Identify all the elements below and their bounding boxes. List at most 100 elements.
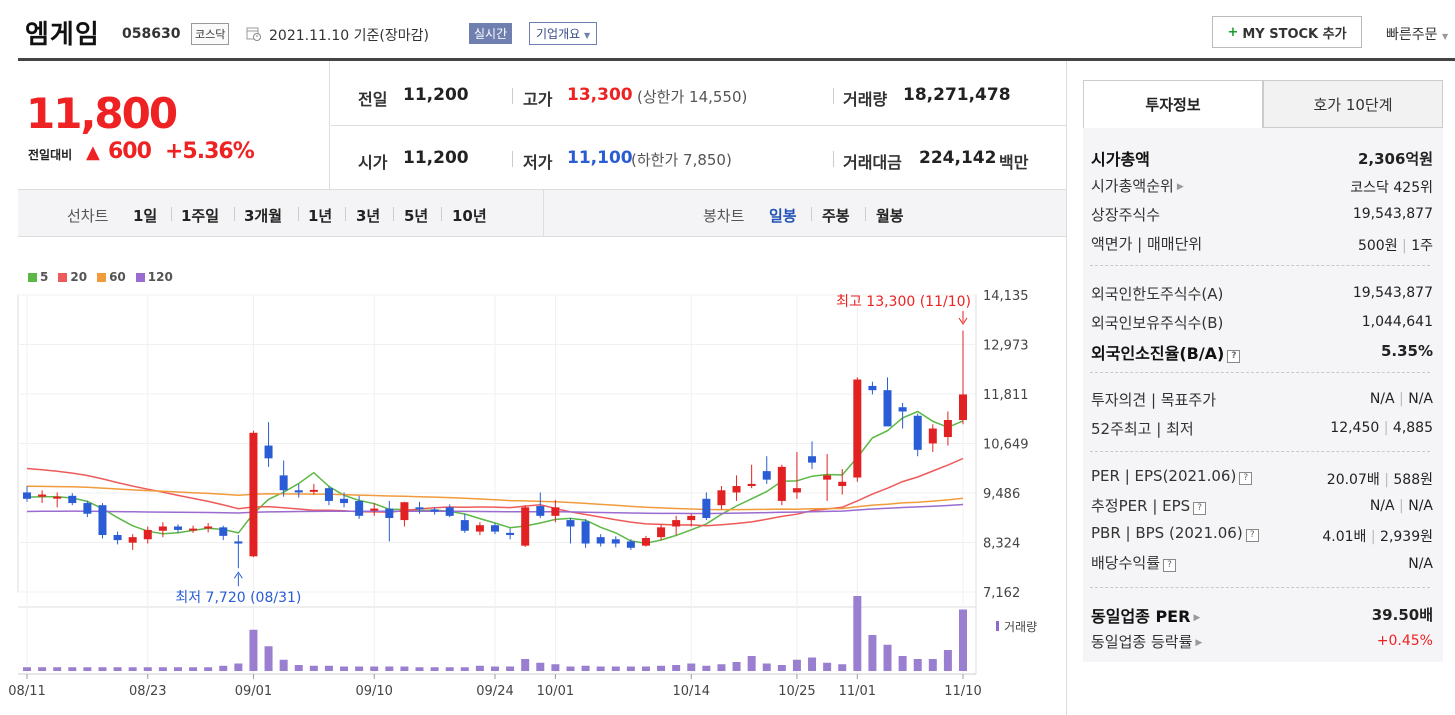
period-1d[interactable]: 1일 [133, 207, 158, 225]
min-arrow-head [233, 571, 243, 579]
divider [1090, 372, 1430, 373]
x-tick-label: 09/01 [235, 684, 272, 699]
candle-body [551, 507, 560, 516]
volume-bar [38, 667, 47, 671]
quick-order-button[interactable]: 빠른주문 ▼ [1386, 24, 1448, 44]
candle-body [883, 390, 892, 427]
foreign-ratio-help[interactable]: 외국인소진율(B/A)? [1091, 340, 1241, 364]
volume-bar [173, 667, 182, 671]
current-price: 11,800 [26, 89, 178, 138]
candle-daily[interactable]: 일봉 [769, 207, 797, 225]
eps: 588원 [1393, 472, 1433, 488]
volume-bar [536, 662, 545, 671]
company-overview-button[interactable]: 기업개요 ▼ [529, 22, 598, 45]
par-value-label: 액면가 | 매매단위 [1091, 235, 1203, 253]
candle-body [687, 515, 696, 521]
help-icon: ? [1239, 472, 1253, 485]
candle-body [385, 508, 394, 518]
help-icon: ? [1227, 350, 1241, 363]
quick-order-label: 빠른주문 [1386, 27, 1438, 43]
candle-body [445, 507, 454, 516]
candle-body [838, 481, 847, 487]
candle-body [913, 415, 922, 450]
dividend-help[interactable]: 배당수익률? [1091, 552, 1177, 573]
volume-bar [324, 665, 333, 671]
legend-label: 5 [40, 270, 49, 284]
volume-bar [521, 659, 530, 671]
period-1w[interactable]: 1주일 [181, 207, 220, 225]
candle-body [672, 520, 681, 527]
volume-bar [777, 665, 786, 671]
volume-bar [808, 657, 817, 671]
candle-body [928, 428, 937, 444]
candle-body [279, 475, 288, 491]
sector-change-value: +0.45% [1376, 633, 1433, 649]
upper-limit: (상한가 14,550) [637, 88, 748, 106]
price-chart[interactable]: 14,135 12,973 11,811 10,649 9,486 8,324 7,162 0… [0, 280, 1066, 715]
candle-body [355, 500, 364, 516]
divider [441, 207, 442, 221]
caret-right-icon: ▶ [1193, 613, 1201, 623]
candle-monthly[interactable]: 월봉 [876, 207, 904, 225]
sector-change-link[interactable]: 동일업종 등락률 ▶ [1091, 631, 1202, 652]
candle-body [898, 407, 907, 412]
per-help[interactable]: PER | EPS(2021.06)? [1091, 467, 1253, 485]
right-panel [1066, 61, 1455, 715]
est-per-value: N/A | N/A [1369, 498, 1433, 514]
volume-bar [611, 666, 620, 671]
legend-swatch [135, 272, 145, 282]
volume-bar [460, 667, 469, 671]
est-eps: N/A [1408, 498, 1433, 514]
par-amount: 500원 [1357, 238, 1398, 254]
x-tick-label: 11/01 [839, 684, 876, 699]
tab-hoga-10[interactable]: 호가 10단계 [1263, 80, 1443, 128]
realtime-button[interactable]: 실시간 [469, 23, 513, 44]
candle-body [98, 505, 107, 536]
market-cap-rank-link[interactable]: 시가총액순위 ▶ [1091, 175, 1184, 196]
volume-bar [506, 666, 515, 671]
chevron-down-icon: ▼ [1441, 32, 1449, 41]
pbr-value: 4.01배 | 2,939원 [1322, 529, 1433, 545]
period-3y[interactable]: 3년 [356, 207, 381, 225]
y-tick-label: 11,811 [983, 388, 1029, 403]
market-cap-rank-value: 코스닥 425위 [1350, 180, 1433, 196]
candle-body [53, 496, 62, 499]
candle-body [702, 498, 711, 518]
sector-per-link[interactable]: 동일업종 PER ▶ [1091, 603, 1200, 627]
high-value: 13,300 [567, 85, 633, 105]
legend-item: 120 [135, 270, 173, 284]
volume-bar [294, 665, 303, 671]
help-icon: ? [1193, 502, 1207, 515]
legend-item: 5 [28, 270, 48, 284]
caret-right-icon: ▶ [1195, 638, 1203, 648]
candle-body [747, 483, 756, 487]
y-tick-label: 10,649 [983, 437, 1029, 452]
candle-body [959, 394, 967, 421]
period-5y[interactable]: 5년 [404, 207, 429, 225]
period-3m[interactable]: 3개월 [244, 207, 283, 225]
volume-bar [370, 666, 379, 671]
foreign-ratio-label: 외국인소진율(B/A) [1091, 344, 1225, 363]
foreign-hold-label: 외국인보유주식수(B) [1091, 314, 1224, 332]
opinion-value: N/A | N/A [1369, 391, 1433, 407]
divider [1090, 265, 1430, 266]
period-1y[interactable]: 1년 [308, 207, 333, 225]
volume-label: 거래량 [843, 90, 888, 109]
volume-bar [959, 609, 967, 671]
volume-bar [83, 667, 92, 671]
change-label: 전일대비 [28, 148, 73, 162]
pbr-help[interactable]: PBR | BPS (2021.06)? [1091, 524, 1259, 542]
volume-legend-label: 거래량 [1004, 620, 1037, 634]
week52-high: 12,450 [1330, 420, 1380, 436]
ma60-line [26, 485, 964, 511]
est-per-help[interactable]: 추정PER | EPS? [1091, 495, 1207, 516]
candle-weekly[interactable]: 주봉 [822, 207, 850, 225]
foreign-ratio-value: 5.35% [1380, 342, 1433, 360]
period-10y[interactable]: 10년 [452, 207, 487, 225]
tab-invest-info[interactable]: 투자정보 [1083, 80, 1263, 128]
divider [512, 88, 513, 104]
volume-bar [279, 659, 288, 671]
add-mystock-button[interactable]: + MY STOCK 추가 [1212, 16, 1362, 48]
candle-body [626, 541, 635, 548]
week52-low: 4,885 [1392, 420, 1433, 436]
